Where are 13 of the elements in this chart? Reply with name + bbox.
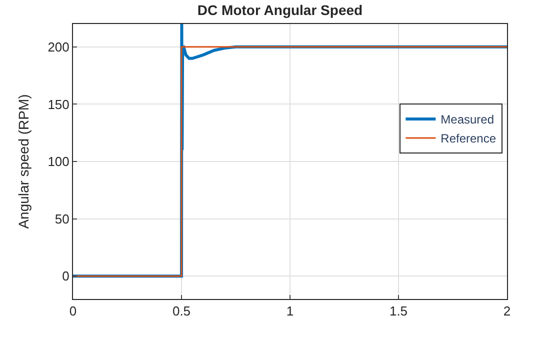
y-tick-label: 50	[54, 211, 70, 226]
x-tick-label: 0.5	[172, 304, 191, 319]
y-tick-label: 100	[48, 154, 70, 170]
y-tick-label: 200	[48, 39, 70, 54]
y-axis-title: Angular speed (RPM)	[15, 94, 32, 229]
x-tick-label: 1.5	[389, 304, 408, 319]
legend-label: Measured	[440, 112, 494, 127]
y-tick-label: 0	[62, 268, 70, 284]
y-tick-label: 150	[48, 96, 70, 112]
legend-label: Reference	[440, 132, 496, 146]
chart-title: DC Motor Angular Speed	[197, 2, 363, 18]
x-tick-label: 1	[286, 304, 294, 319]
x-tick-label: 2	[503, 304, 511, 319]
